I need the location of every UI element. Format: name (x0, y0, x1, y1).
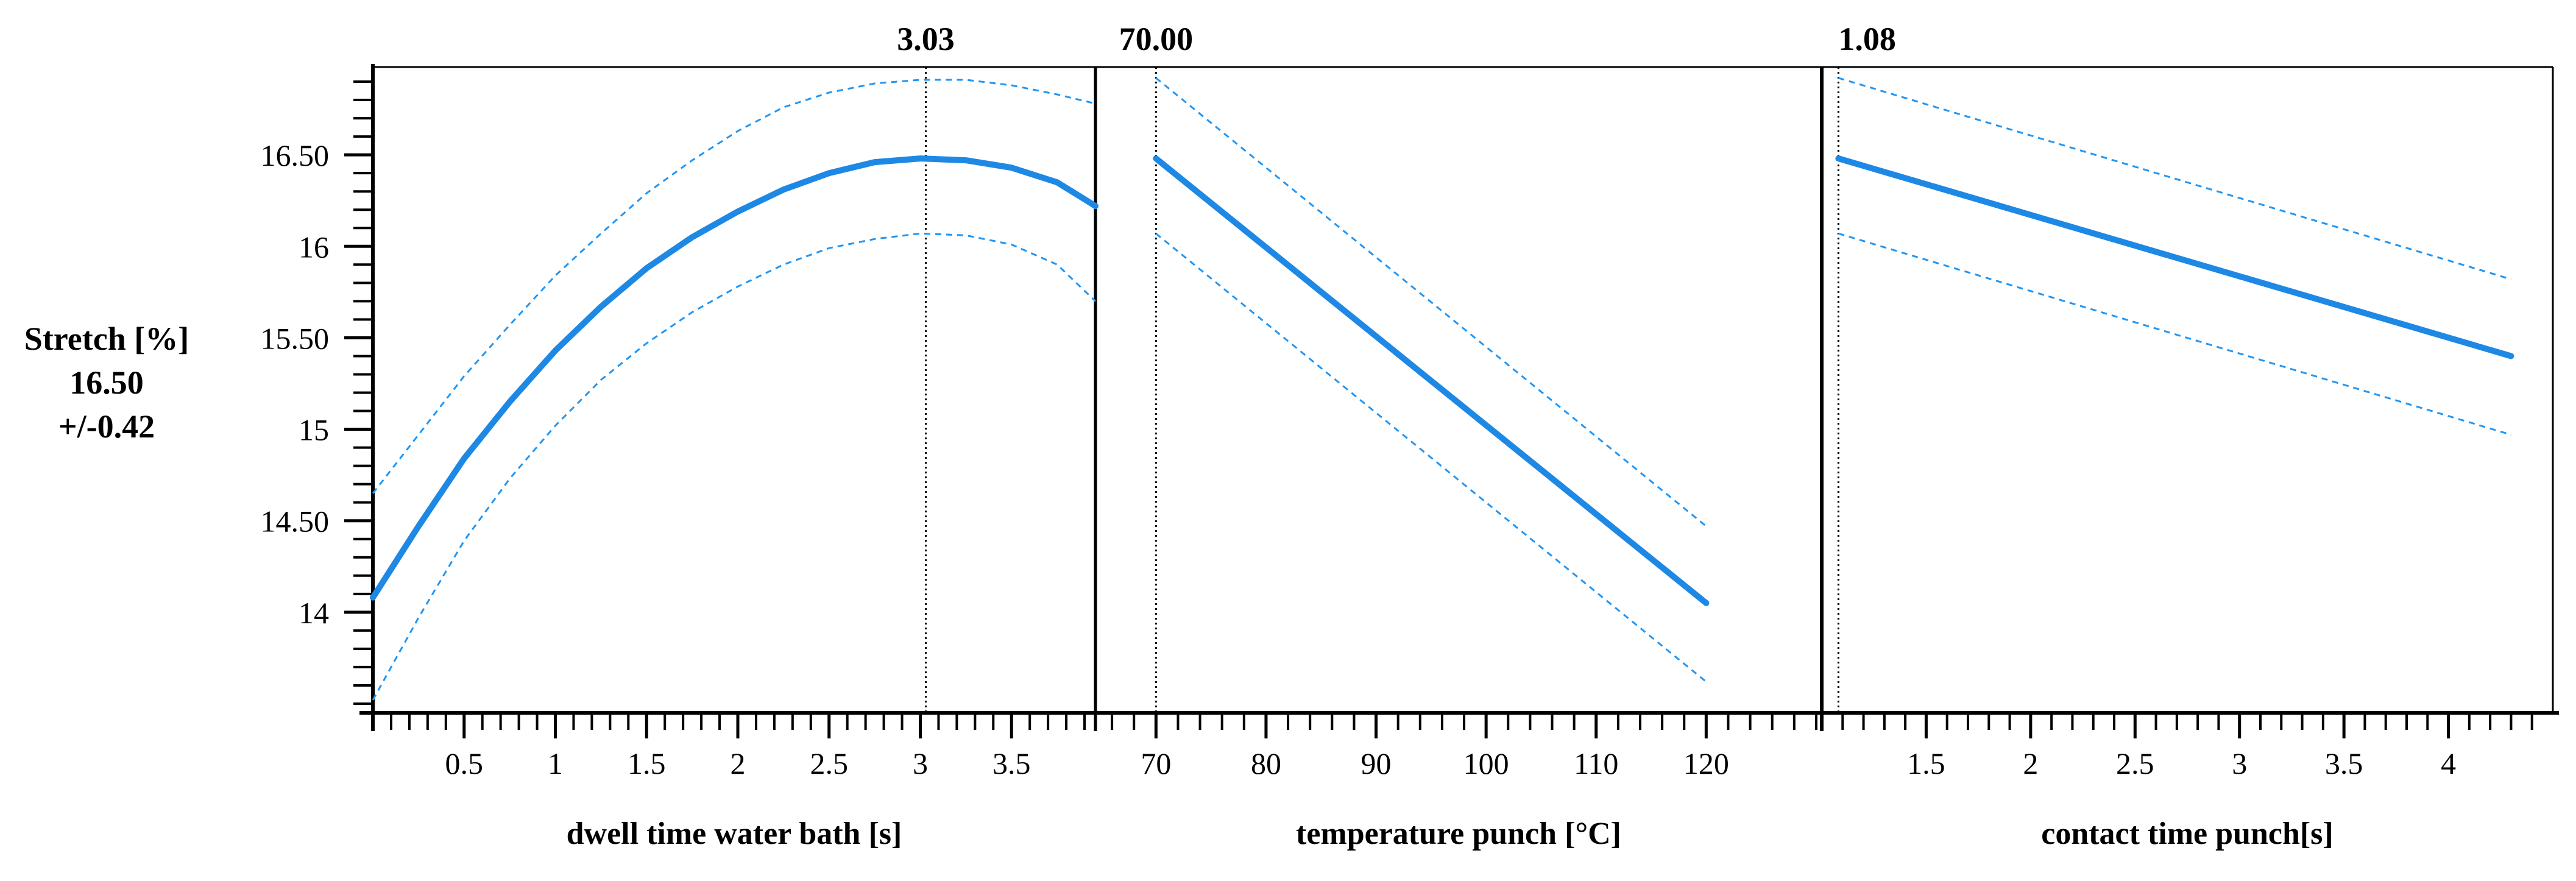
y-current-value: 16.50 (69, 364, 144, 401)
x-tick-label: 3.5 (993, 746, 1031, 780)
current-value-label-dwell: 3.03 (897, 21, 955, 57)
x-tick-label: 3 (913, 746, 928, 780)
y-axis-label: Stretch [%] (24, 320, 189, 357)
y-confidence-interval: +/-0.42 (58, 408, 155, 445)
y-tick-label: 16.50 (261, 138, 330, 172)
x-axis-title-dwell: dwell time water bath [s] (567, 816, 902, 851)
lower-confidence-line-dwell (372, 232, 1097, 701)
upper-confidence-line-temperature (1155, 77, 1707, 527)
y-axis-label-block: Stretch [%] 16.50 +/-0.42 (0, 317, 213, 448)
x-tick-label: 2.5 (810, 746, 848, 780)
x-tick-label: 2 (2023, 746, 2038, 780)
y-tick-label: 14.50 (261, 504, 330, 539)
prediction-line-temperature (1153, 155, 1710, 606)
x-tick-label: 70 (1141, 746, 1171, 780)
current-value-label-contact: 1.08 (1838, 21, 1896, 57)
y-tick-label: 15.50 (261, 321, 330, 355)
x-axis-title-contact: contact time punch[s] (2041, 816, 2334, 851)
x-tick-label: 0.5 (445, 746, 483, 780)
x-tick-label: 3.5 (2325, 746, 2363, 780)
x-tick-label: 1 (548, 746, 563, 780)
upper-confidence-line-dwell (372, 79, 1096, 494)
x-tick-label: 3 (2232, 746, 2247, 780)
prediction-line-dwell (370, 155, 1099, 601)
y-tick-label: 15 (299, 413, 329, 447)
x-tick-label: 4 (2441, 746, 2456, 780)
x-tick-label: 110 (1574, 746, 1618, 780)
x-tick-label: 2 (730, 746, 745, 780)
x-tick-label: 100 (1463, 746, 1509, 780)
x-tick-label: 90 (1361, 746, 1392, 780)
lower-confidence-line-contact (1838, 232, 2511, 436)
y-tick-label: 16 (299, 230, 329, 264)
x-axis-title-temperature: temperature punch [°C] (1296, 816, 1621, 851)
x-tick-label: 80 (1251, 746, 1281, 780)
x-tick-label: 1.5 (1907, 746, 1945, 780)
prediction-line-contact (1835, 155, 2514, 359)
y-tick-label: 14 (299, 596, 329, 630)
x-tick-label: 1.5 (628, 746, 666, 780)
x-tick-label: 2.5 (2116, 746, 2154, 780)
x-tick-label: 120 (1683, 746, 1729, 780)
upper-confidence-line-contact (1838, 77, 2511, 280)
lower-confidence-line-temperature (1155, 233, 1707, 683)
current-value-label-temperature: 70.00 (1119, 21, 1194, 57)
